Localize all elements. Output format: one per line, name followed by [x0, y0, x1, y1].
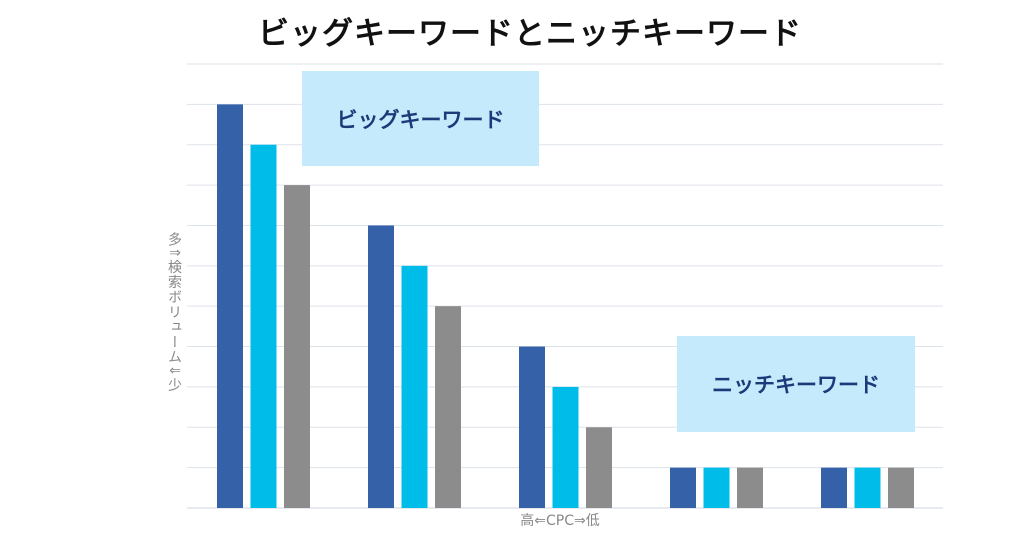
- bar-series-3-group-2: [435, 306, 461, 508]
- chart-title: ビッグキーワードとニッチキーワード: [258, 16, 802, 52]
- bar-series-1-group-3: [519, 346, 545, 508]
- bar-series-1-group-4: [670, 467, 696, 508]
- bar-series-1-group-2: [368, 225, 394, 509]
- bar-series-2-group-4: [703, 467, 730, 508]
- bar-series-3-group-1: [284, 185, 310, 508]
- bar-series-2-group-5: [854, 467, 881, 508]
- bar-series-1-group-1: [217, 104, 243, 508]
- annotation-niche-keyword: ニッチキーワード: [677, 336, 915, 432]
- annotation-big-keyword: ビッグキーワード: [302, 71, 539, 166]
- bar-series-3-group-5: [888, 467, 914, 508]
- bar-series-1-group-5: [821, 467, 847, 508]
- bar-series-2-group-3: [552, 386, 579, 508]
- bar-series-3-group-3: [586, 427, 612, 508]
- x-axis-label: 高⇐CPC⇒低: [520, 513, 600, 529]
- bar-series-2-group-2: [401, 265, 428, 508]
- bar-series-2-group-1: [250, 144, 277, 508]
- y-axis-label: 多⇑検索ボリューム⇓少: [166, 232, 182, 393]
- bar-series-3-group-4: [737, 467, 763, 508]
